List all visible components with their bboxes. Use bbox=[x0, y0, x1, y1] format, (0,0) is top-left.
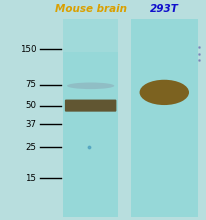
Bar bbox=[63, 19, 118, 52]
Text: 25: 25 bbox=[25, 143, 36, 152]
Text: 37: 37 bbox=[25, 120, 36, 129]
FancyBboxPatch shape bbox=[65, 99, 116, 112]
Text: 15: 15 bbox=[25, 174, 36, 183]
Text: 293T: 293T bbox=[150, 4, 179, 14]
Ellipse shape bbox=[67, 82, 114, 89]
Text: Mouse brain: Mouse brain bbox=[55, 4, 127, 14]
Ellipse shape bbox=[139, 80, 189, 105]
Text: 50: 50 bbox=[25, 101, 36, 110]
Text: 75: 75 bbox=[25, 80, 36, 89]
Bar bbox=[63, 19, 118, 217]
Text: 150: 150 bbox=[20, 45, 36, 54]
Bar bbox=[131, 19, 198, 217]
